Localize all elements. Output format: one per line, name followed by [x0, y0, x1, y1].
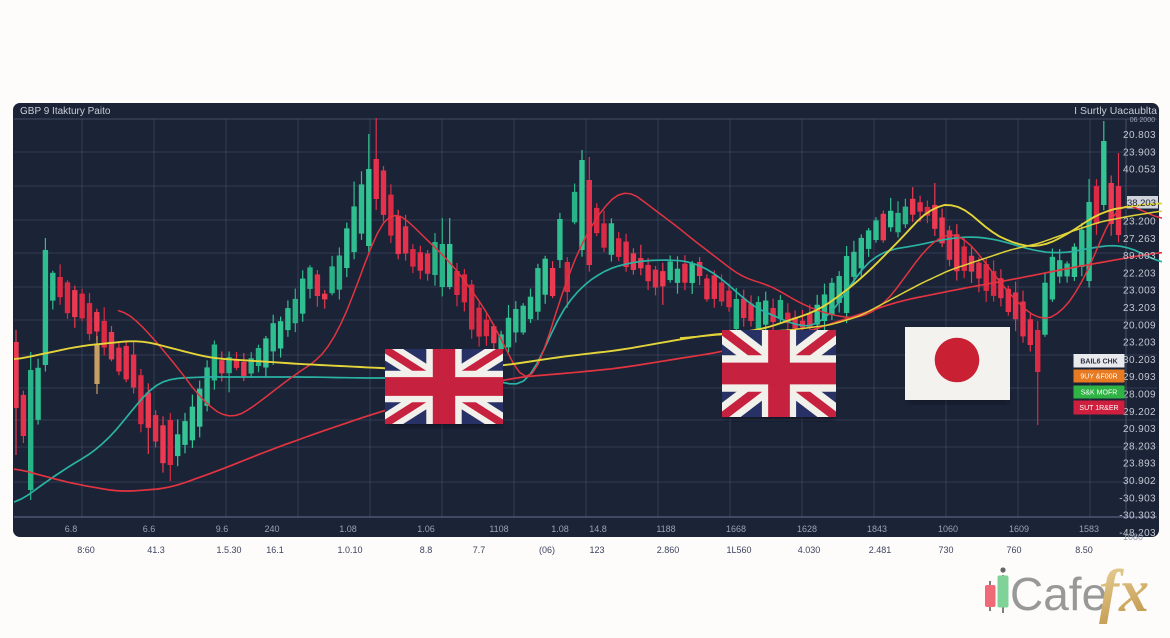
svg-text:8.50: 8.50 — [1075, 545, 1093, 555]
svg-text:1.08: 1.08 — [551, 524, 569, 534]
svg-text:8:60: 8:60 — [77, 545, 95, 555]
svg-text:28.203: 28.203 — [1123, 441, 1156, 452]
svg-text:23.203: 23.203 — [1123, 303, 1156, 314]
svg-text:1108: 1108 — [489, 524, 508, 534]
svg-text:89.003: 89.003 — [1123, 251, 1156, 262]
svg-text:BAIL6 CHK: BAIL6 CHK — [1080, 359, 1117, 366]
svg-text:SUT 1R&ER: SUT 1R&ER — [1079, 405, 1118, 412]
svg-text:730: 730 — [938, 545, 953, 555]
svg-text:1080: 1080 — [1123, 532, 1143, 542]
svg-text:1L560: 1L560 — [726, 545, 751, 555]
svg-text:1188: 1188 — [656, 524, 675, 534]
svg-text:1060: 1060 — [938, 524, 958, 534]
svg-text:1.0.10: 1.0.10 — [337, 545, 362, 555]
svg-text:28.009: 28.009 — [1123, 390, 1156, 401]
svg-text:29.093: 29.093 — [1123, 372, 1156, 383]
svg-text:S&K MOFR: S&K MOFR — [1081, 390, 1118, 397]
svg-text:4.030: 4.030 — [798, 545, 821, 555]
svg-text:20.903: 20.903 — [1123, 424, 1156, 435]
svg-text:1609: 1609 — [1009, 524, 1029, 534]
svg-text:I Surtly Uacaublta: I Surtly Uacaublta — [1074, 105, 1157, 117]
svg-text:41.3: 41.3 — [147, 545, 165, 555]
svg-text:23.203: 23.203 — [1123, 338, 1156, 349]
svg-text:6.8: 6.8 — [65, 524, 78, 534]
svg-text:38.203: 38.203 — [1127, 198, 1156, 209]
svg-text:2.481: 2.481 — [869, 545, 892, 555]
svg-text:GBP 9 Itaktury Paito: GBP 9 Itaktury Paito — [20, 106, 111, 117]
svg-text:30.902: 30.902 — [1123, 476, 1156, 487]
svg-text:14.8: 14.8 — [589, 524, 607, 534]
svg-text:1628: 1628 — [797, 524, 817, 534]
svg-text:(06): (06) — [539, 545, 555, 555]
svg-text:1668: 1668 — [726, 524, 746, 534]
svg-text:8.8: 8.8 — [420, 545, 433, 555]
svg-text:20.009: 20.009 — [1123, 320, 1156, 331]
svg-text:7.7: 7.7 — [473, 545, 486, 555]
svg-text:760: 760 — [1006, 545, 1021, 555]
svg-text:123: 123 — [589, 545, 604, 555]
svg-text:23.003: 23.003 — [1123, 286, 1156, 297]
svg-text:1.06: 1.06 — [417, 524, 435, 534]
svg-text:240: 240 — [264, 524, 279, 534]
svg-text:fx: fx — [1099, 558, 1149, 624]
svg-text:Cafe: Cafe — [1010, 568, 1107, 620]
svg-text:2.860: 2.860 — [657, 545, 680, 555]
svg-text:22.203: 22.203 — [1123, 268, 1156, 279]
svg-text:06 2000: 06 2000 — [1130, 117, 1155, 124]
svg-text:23.893: 23.893 — [1123, 459, 1156, 470]
svg-text:1843: 1843 — [867, 524, 887, 534]
svg-text:-30.303: -30.303 — [1119, 511, 1156, 522]
svg-text:29.202: 29.202 — [1123, 407, 1156, 418]
svg-text:9UY &F00R: 9UY &F00R — [1080, 374, 1117, 381]
svg-text:30.203: 30.203 — [1123, 355, 1156, 366]
svg-text:23.903: 23.903 — [1123, 147, 1156, 158]
svg-text:-30.903: -30.903 — [1119, 493, 1156, 504]
svg-text:23.200: 23.200 — [1123, 217, 1156, 228]
svg-text:6.6: 6.6 — [143, 524, 156, 534]
svg-text:1.5.30: 1.5.30 — [216, 545, 241, 555]
svg-text:1.08: 1.08 — [339, 524, 357, 534]
svg-text:20.803: 20.803 — [1123, 130, 1156, 141]
svg-text:27.263: 27.263 — [1123, 234, 1156, 245]
svg-text:-48.203: -48.203 — [1119, 528, 1156, 539]
svg-text:1583: 1583 — [1079, 524, 1099, 534]
svg-text:40.053: 40.053 — [1123, 165, 1156, 176]
svg-text:16.1: 16.1 — [266, 545, 284, 555]
svg-text:9.6: 9.6 — [216, 524, 229, 534]
